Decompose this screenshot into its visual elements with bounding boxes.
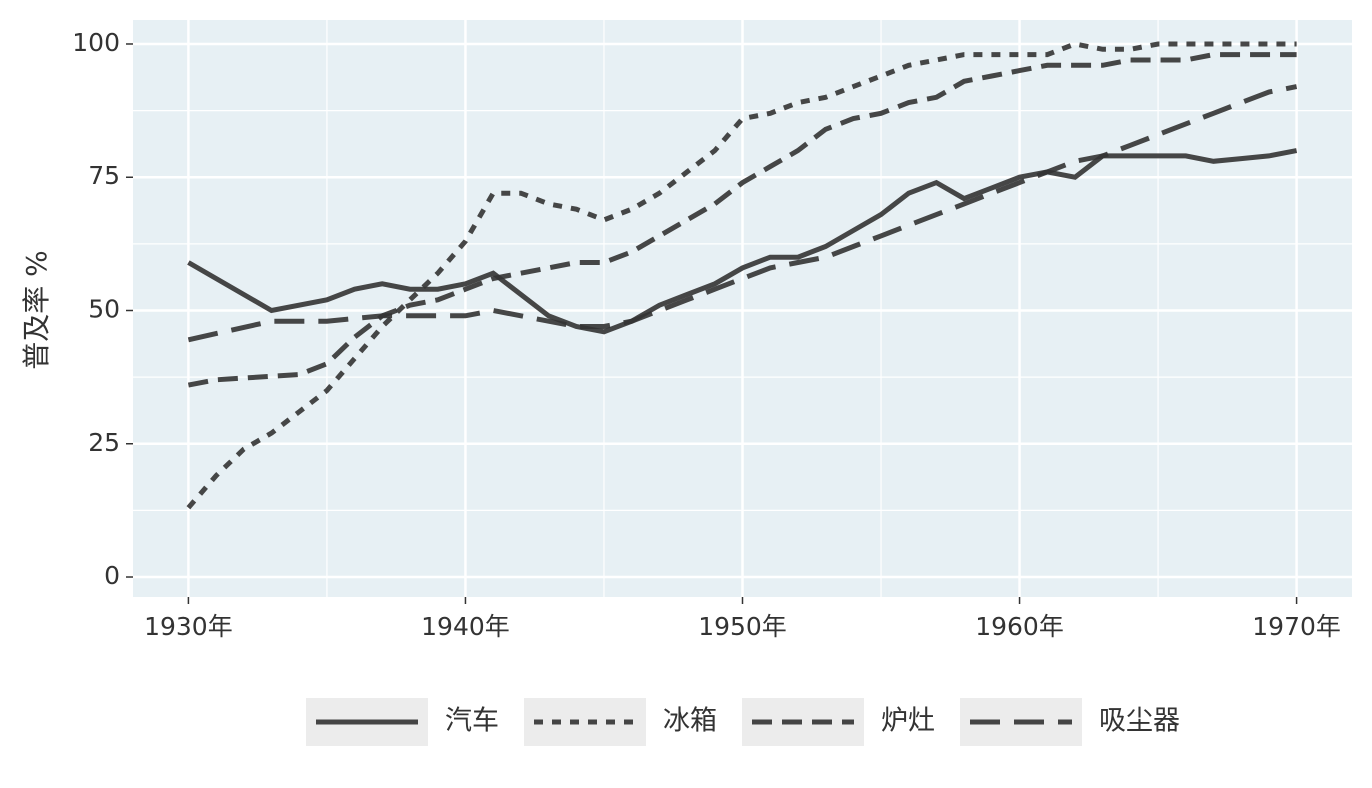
y-tick-label: 50 — [88, 294, 120, 323]
legend-label: 炉灶 — [881, 706, 935, 737]
x-tick-label: 1930年 — [144, 612, 233, 641]
series-line — [187, 52, 1297, 388]
x-tick-label: 1970年 — [1252, 612, 1341, 641]
legend-label: 吸尘器 — [1099, 706, 1180, 737]
y-axis-title: 普及率 % — [20, 250, 53, 370]
y-tick-label: 0 — [104, 561, 120, 590]
legend: 汽车 冰箱 炉灶 吸尘器 — [306, 698, 1180, 746]
y-tick-label: 25 — [88, 428, 120, 457]
y-tick-label: 100 — [72, 28, 120, 57]
y-tick-label: 75 — [88, 161, 120, 190]
series-line — [186, 41, 1297, 510]
x-tick-label: 1940年 — [421, 612, 510, 641]
x-tick-label: 1950年 — [698, 612, 787, 641]
legend-label: 汽车 — [445, 706, 499, 737]
x-tick-label: 1960年 — [975, 612, 1064, 641]
series-line — [187, 84, 1298, 343]
legend-label: 冰箱 — [663, 706, 717, 737]
series-line — [187, 148, 1298, 335]
